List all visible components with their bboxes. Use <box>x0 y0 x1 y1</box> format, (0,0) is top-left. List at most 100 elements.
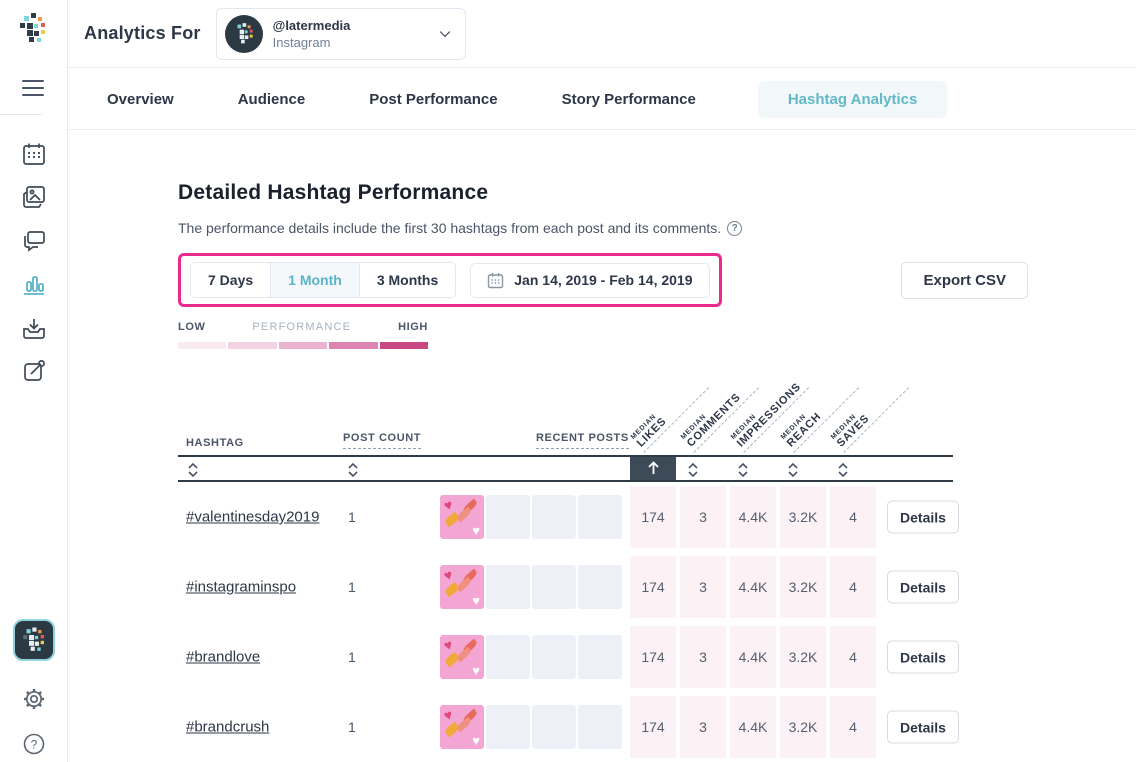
account-platform: Instagram <box>272 34 331 50</box>
page-title: Detailed Hashtag Performance <box>178 181 489 204</box>
median-likes-value: 174 <box>630 626 676 688</box>
hashtag-link[interactable]: #instagraminspo <box>186 578 297 596</box>
media-library-icon[interactable] <box>18 181 50 213</box>
post-count-value: 1 <box>348 719 356 735</box>
top-bar: Analytics For @latermedia Inst <box>68 0 1136 68</box>
post-thumbnail-empty <box>532 635 576 679</box>
median-likes-value: 174 <box>630 696 676 758</box>
median-impressions-value: 4.4K <box>730 486 776 548</box>
filter-row: 7 Days 1 Month 3 Months <box>178 253 1028 307</box>
post-thumbnail[interactable]: ♥ ♥ <box>440 565 484 609</box>
post-thumbnail-empty <box>578 495 622 539</box>
post-thumbnail-empty <box>532 565 576 609</box>
median-reach-value: 3.2K <box>780 486 826 548</box>
post-thumbnail-empty <box>578 705 622 749</box>
range-3-months-button[interactable]: 3 Months <box>359 263 456 297</box>
page-context-label: Analytics For <box>84 23 201 43</box>
sort-saves-icon[interactable] <box>836 462 850 478</box>
recent-posts-thumbnails: ♥ ♥ <box>440 705 622 749</box>
post-thumbnail-empty <box>486 495 530 539</box>
median-comments-value: 3 <box>680 486 726 548</box>
main-content: Detailed Hashtag Performance The perform… <box>68 131 1136 762</box>
range-7-days-button[interactable]: 7 Days <box>191 263 272 297</box>
post-thumbnail-empty <box>578 565 622 609</box>
tab-overview[interactable]: Overview <box>107 90 174 108</box>
median-reach-value: 3.2K <box>780 696 826 758</box>
col-post-count-label[interactable]: POST COUNT <box>343 432 422 449</box>
hashtag-link[interactable]: #brandcrush <box>186 718 270 736</box>
account-info: @latermedia Instagram <box>273 18 439 50</box>
median-saves-value: 4 <box>830 696 876 758</box>
median-comments-value: 3 <box>680 556 726 618</box>
date-filter-highlight-box: 7 Days 1 Month 3 Months <box>178 253 722 307</box>
details-button[interactable]: Details <box>887 640 959 674</box>
col-hashtag-label: HASHTAG <box>186 437 244 449</box>
account-selector[interactable]: @latermedia Instagram <box>215 7 466 60</box>
sort-controls-row <box>178 455 953 482</box>
table-row: #brandlove 1 ♥ ♥ 174 3 4.4K 3.2K 4 Detail… <box>178 622 959 692</box>
median-impressions-value: 4.4K <box>730 626 776 688</box>
conversations-icon[interactable] <box>18 225 50 257</box>
page-subtitle: The performance details include the firs… <box>178 220 722 236</box>
account-handle: @latermedia <box>272 17 351 33</box>
post-count-value: 1 <box>348 579 356 595</box>
recent-posts-thumbnails: ♥ ♥ <box>440 565 622 609</box>
help-icon[interactable]: ? <box>18 728 50 760</box>
sidebar: ? <box>0 0 68 762</box>
sort-comments-icon[interactable] <box>686 462 700 478</box>
post-thumbnail[interactable]: ♥ ♥ <box>440 705 484 749</box>
details-button[interactable]: Details <box>887 500 959 534</box>
col-recent-posts-label[interactable]: RECENT POSTS <box>536 432 629 449</box>
sort-impressions-icon[interactable] <box>736 462 750 478</box>
sort-likes-active-ascending[interactable] <box>630 457 676 480</box>
svg-text:?: ? <box>31 738 38 752</box>
post-thumbnail[interactable]: ♥ ♥ <box>440 635 484 679</box>
median-comments-value: 3 <box>680 696 726 758</box>
post-thumbnail[interactable]: ♥ ♥ <box>440 495 484 539</box>
median-saves-value: 4 <box>830 486 876 548</box>
info-tooltip-icon[interactable]: ? <box>727 220 743 236</box>
calendar-small-icon <box>488 272 504 288</box>
calendar-icon[interactable] <box>18 138 50 170</box>
menu-toggle-icon[interactable] <box>22 78 46 98</box>
tab-post-performance[interactable]: Post Performance <box>369 90 498 108</box>
tab-hashtag-analytics[interactable]: Hashtag Analytics <box>757 80 948 118</box>
hashtag-link[interactable]: #brandlove <box>186 648 261 666</box>
post-thumbnail-empty <box>532 495 576 539</box>
legend-performance-label: PERFORMANCE <box>252 321 352 333</box>
recent-posts-thumbnails: ♥ ♥ <box>440 495 622 539</box>
details-button[interactable]: Details <box>887 710 959 744</box>
details-button[interactable]: Details <box>887 570 959 604</box>
settings-gear-icon[interactable] <box>18 683 50 715</box>
hashtag-link[interactable]: #valentinesday2019 <box>186 508 320 526</box>
sort-hashtag-icon[interactable] <box>186 462 200 478</box>
later-logo[interactable] <box>14 10 54 50</box>
sort-post-count-icon[interactable] <box>346 462 360 478</box>
table-header: HASHTAG POST COUNT RECENT POSTS MEDIAN L… <box>178 361 953 455</box>
analytics-icon[interactable] <box>18 268 50 300</box>
legend-high-label: HIGH <box>398 321 428 333</box>
account-avatar <box>224 14 263 53</box>
share-link-icon[interactable] <box>18 355 50 387</box>
user-avatar[interactable] <box>13 619 55 661</box>
table-row: #instagraminspo 1 ♥ ♥ 174 3 4.4K 3.2K 4 D… <box>178 552 959 622</box>
range-1-month-button[interactable]: 1 Month <box>271 263 360 297</box>
performance-gradient-bar <box>178 342 429 349</box>
collect-media-icon[interactable] <box>18 312 50 344</box>
post-thumbnail-empty <box>578 635 622 679</box>
tab-audience[interactable]: Audience <box>237 90 306 108</box>
tab-story-performance[interactable]: Story Performance <box>561 90 696 108</box>
date-range-segmented-control: 7 Days 1 Month 3 Months <box>190 262 457 298</box>
legend-low-label: LOW <box>178 321 206 333</box>
table-row: #brandcrush 1 ♥ ♥ 174 3 4.4K 3.2K 4 Detai… <box>178 692 959 762</box>
export-csv-button[interactable]: Export CSV <box>901 261 1028 299</box>
median-saves-value: 4 <box>830 626 876 688</box>
post-thumbnail-empty <box>486 635 530 679</box>
table-row: #valentinesday2019 1 ♥ ♥ 174 3 4.4K 3.2K … <box>178 482 959 552</box>
median-reach-value: 3.2K <box>780 556 826 618</box>
post-count-value: 1 <box>348 509 356 525</box>
sort-reach-icon[interactable] <box>786 462 800 478</box>
post-thumbnail-empty <box>486 705 530 749</box>
post-thumbnail-empty <box>486 565 530 609</box>
date-range-picker-button[interactable]: Jan 14, 2019 - Feb 14, 2019 <box>470 262 710 298</box>
